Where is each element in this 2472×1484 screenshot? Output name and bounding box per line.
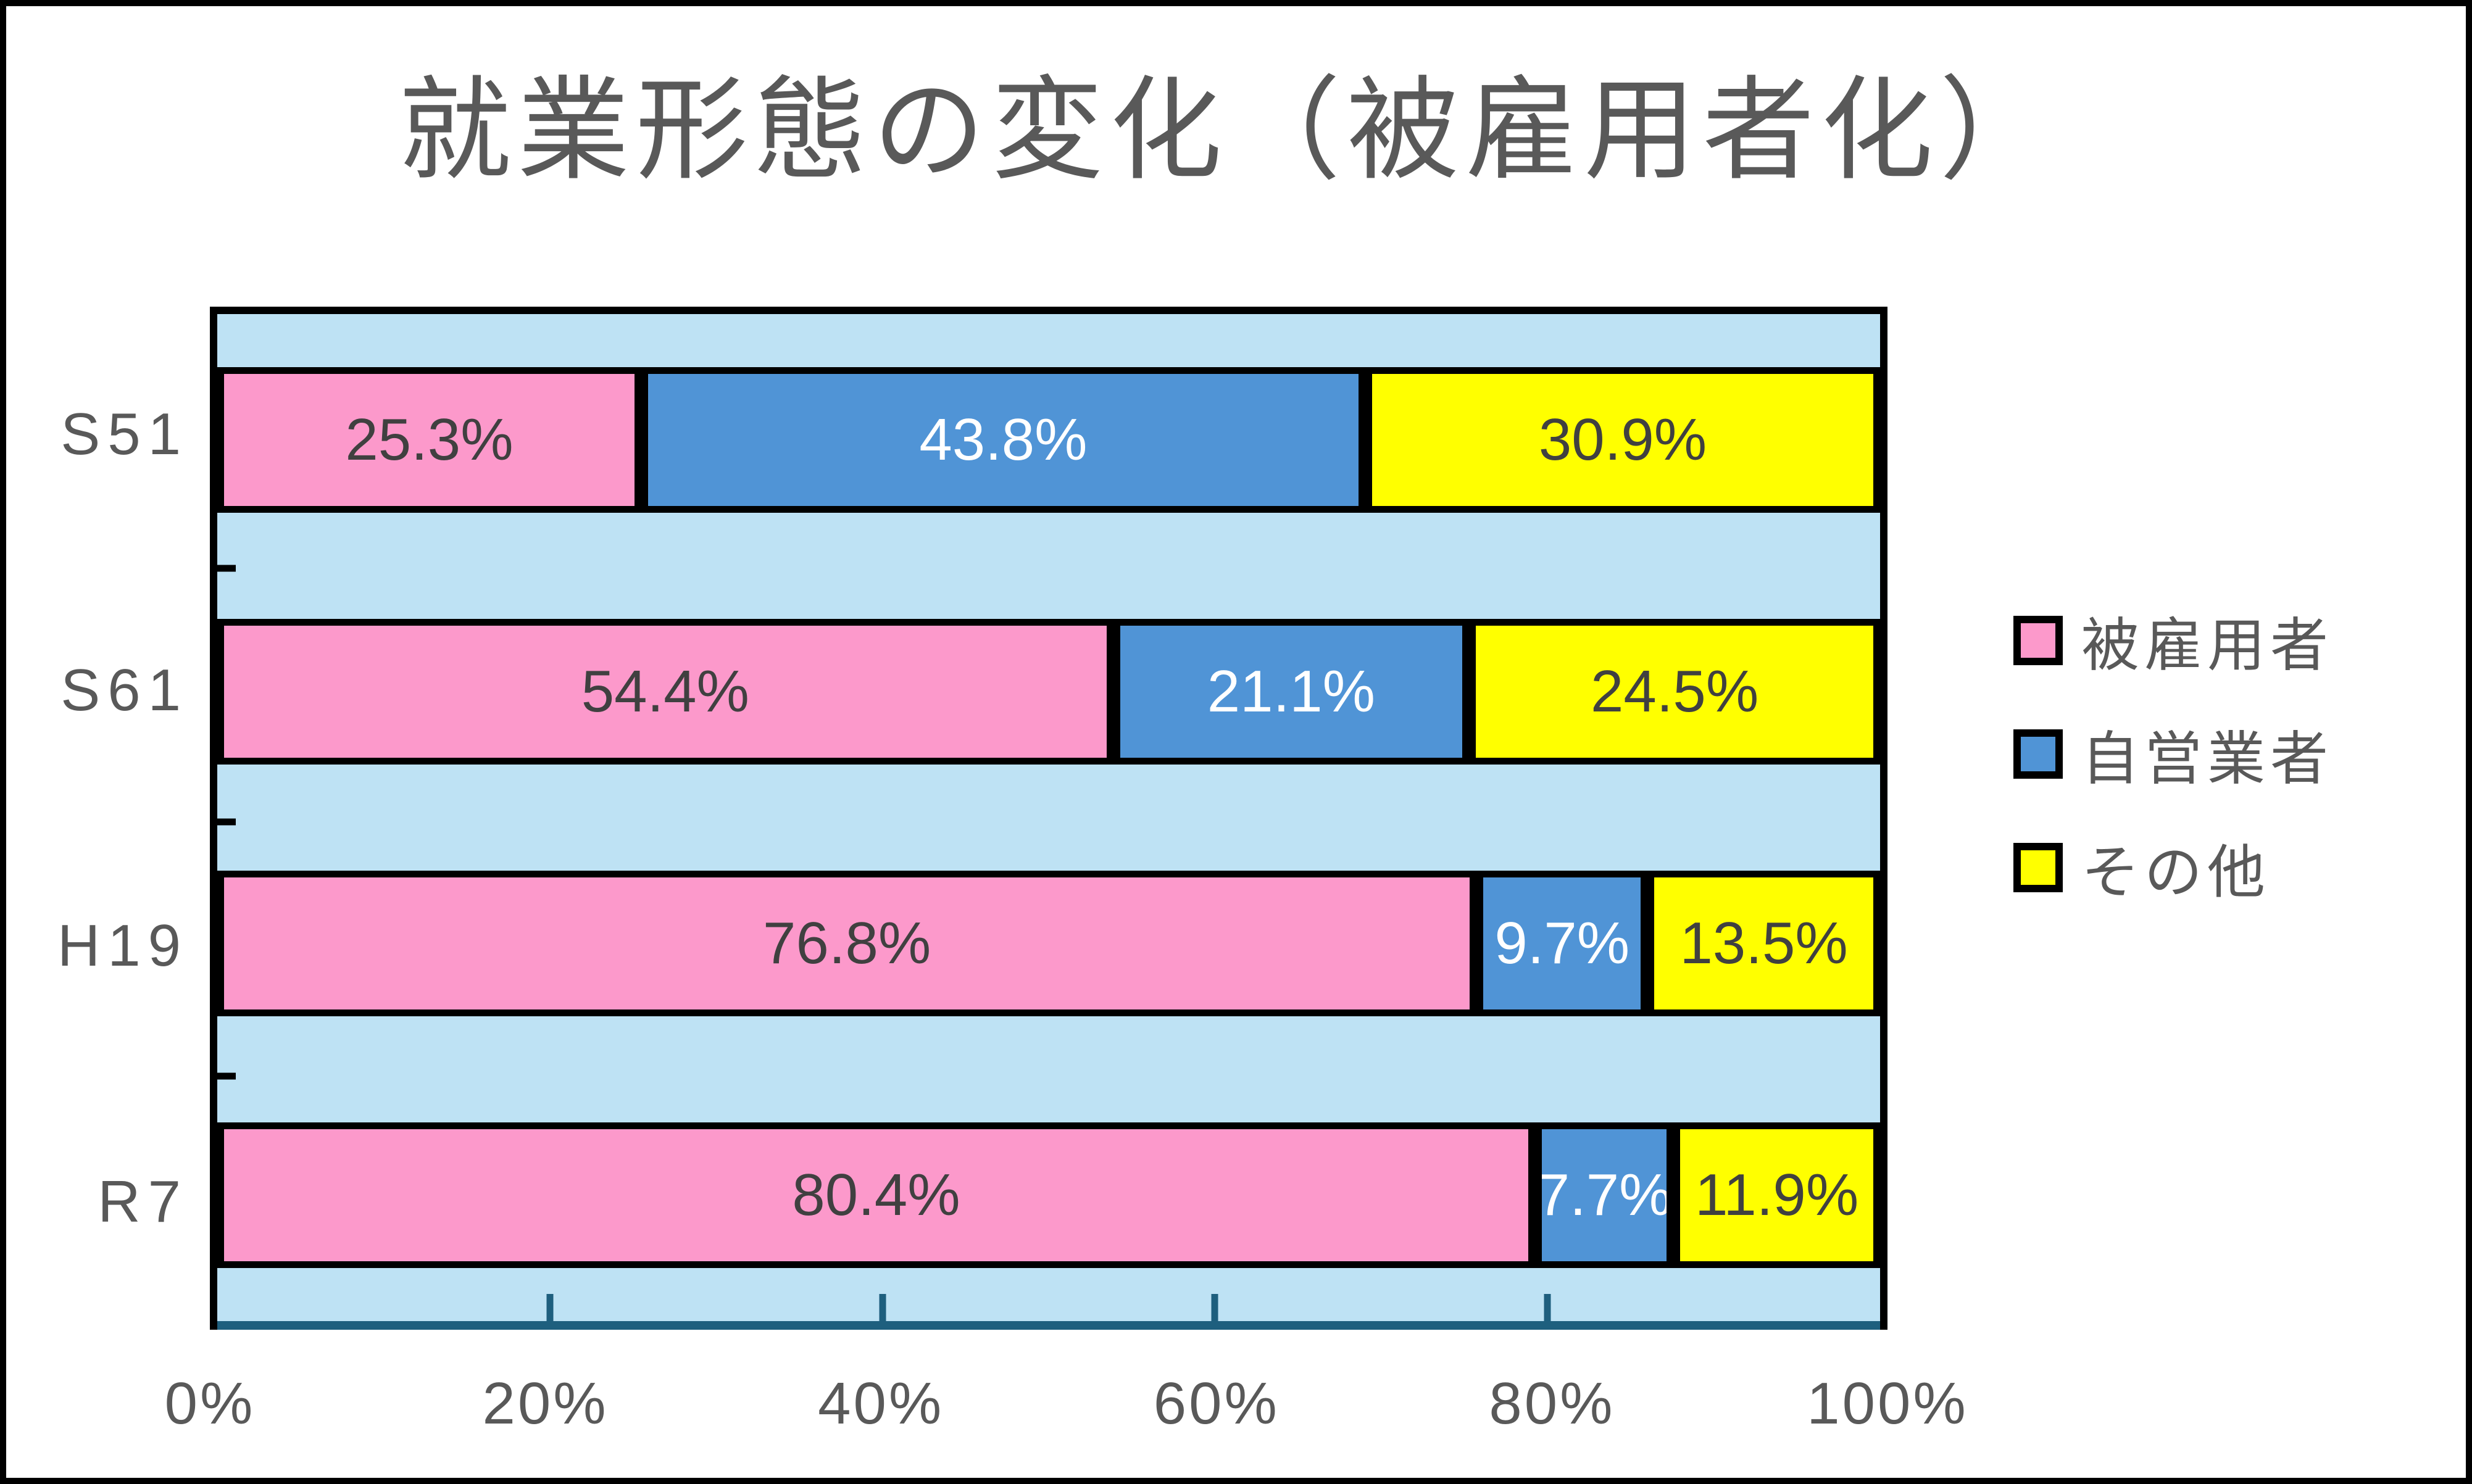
data-label: 7.7% — [1536, 1162, 1672, 1228]
y-axis-tick — [217, 818, 236, 826]
bar-segment-S51-2: 30.9% — [1365, 367, 1880, 513]
x-axis: 0% 20% 40% 60% 80% 100% — [165, 1370, 1966, 1450]
data-label: 24.5% — [1590, 658, 1759, 724]
bar-segment-R7-2: 11.9% — [1673, 1122, 1880, 1268]
x-axis-label-0%: 0% — [164, 1370, 256, 1436]
data-label: 13.5% — [1679, 910, 1848, 976]
data-label: 80.4% — [792, 1162, 960, 1228]
bar-segment-H19-0: 76.8% — [217, 871, 1477, 1016]
y-axis-label-S51: S51 — [60, 401, 188, 468]
bar-row-R7: 80.4% 7.7% 11.9% — [217, 1069, 1880, 1321]
x-axis-tick — [1211, 1294, 1218, 1330]
y-axis-tick — [217, 1072, 236, 1079]
bar-segment-S61-2: 24.5% — [1469, 619, 1880, 765]
data-label: 25.3% — [345, 407, 514, 473]
legend-item-2: その他 — [2013, 833, 2333, 905]
data-label: 9.7% — [1494, 910, 1630, 976]
data-label: 54.4% — [581, 658, 749, 724]
x-axis-tick — [879, 1294, 886, 1330]
bar-segment-S61-0: 54.4% — [217, 619, 1113, 765]
x-axis-tick — [1544, 1294, 1551, 1330]
legend-label: その他 — [2081, 840, 2271, 905]
y-axis-label-H19: H19 — [57, 913, 188, 979]
y-axis-tick — [217, 565, 236, 571]
bar-row-S61: 54.4% 21.1% 24.5% — [217, 566, 1880, 818]
legend-label: 自営業者 — [2081, 726, 2334, 791]
stacked-bar-H19: 76.8% 9.7% 13.5% — [217, 871, 1880, 1016]
plot-area: 25.3% 43.8% 30.9% 54.4% 21.1% 24.5% 76.8% 9.7% 1… — [210, 307, 1887, 1330]
y-axis-label-R7: R7 — [98, 1168, 188, 1235]
bar-segment-S61-1: 21.1% — [1113, 619, 1470, 765]
bar-row-S51: 25.3% 43.8% 30.9% — [217, 314, 1880, 566]
x-axis-label-20%: 20% — [482, 1370, 609, 1436]
legend-item-1: 自営業者 — [2013, 719, 2333, 791]
bar-row-H19: 76.8% 9.7% 13.5% — [217, 818, 1880, 1069]
data-label: 11.9% — [1695, 1162, 1859, 1228]
x-axis-label-80%: 80% — [1489, 1370, 1615, 1436]
stacked-bar-R7: 80.4% 7.7% 11.9% — [217, 1122, 1880, 1268]
data-label: 43.8% — [919, 407, 1088, 473]
bar-segment-S51-0: 25.3% — [217, 367, 641, 513]
x-axis-label-100%: 100% — [1807, 1370, 1968, 1436]
legend-item-0: 被雇用者 — [2013, 606, 2333, 678]
data-label: 76.8% — [763, 910, 931, 976]
legend: 被雇用者自営業者その他 — [2013, 606, 2333, 905]
x-axis-tick — [546, 1294, 554, 1330]
data-label: 30.9% — [1538, 407, 1707, 473]
x-axis-label-60%: 60% — [1153, 1370, 1280, 1436]
bar-segment-H19-2: 13.5% — [1647, 871, 1880, 1016]
x-axis-line — [217, 1321, 1880, 1330]
legend-swatch — [2013, 843, 2063, 892]
y-axis: S51 S61 H19 R7 — [6, 307, 188, 1330]
legend-label: 被雇用者 — [2081, 613, 2334, 678]
bars-container: 25.3% 43.8% 30.9% 54.4% 21.1% 24.5% 76.8% 9.7% 1… — [217, 314, 1880, 1321]
chart-title: 就業形態の変化（被雇用者化） — [399, 67, 2058, 193]
x-axis-label-40%: 40% — [818, 1370, 944, 1436]
bar-segment-R7-1: 7.7% — [1534, 1122, 1674, 1268]
bar-segment-S51-1: 43.8% — [641, 367, 1365, 513]
data-label: 21.1% — [1207, 658, 1375, 724]
bar-segment-H19-1: 9.7% — [1476, 871, 1648, 1016]
y-axis-label-S61: S61 — [60, 657, 188, 723]
stacked-bar-S51: 25.3% 43.8% 30.9% — [217, 367, 1880, 513]
stacked-bar-S61: 54.4% 21.1% 24.5% — [217, 619, 1880, 765]
bar-segment-R7-0: 80.4% — [217, 1122, 1535, 1268]
legend-swatch — [2013, 729, 2063, 779]
legend-swatch — [2013, 616, 2063, 665]
